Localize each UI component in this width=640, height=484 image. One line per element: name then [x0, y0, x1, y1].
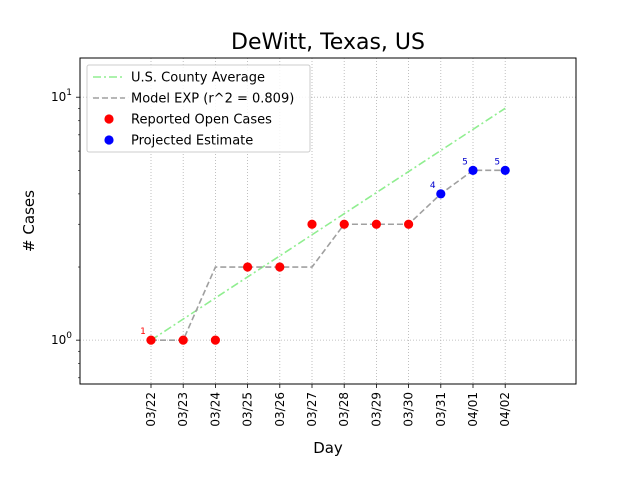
data-point	[436, 189, 446, 199]
x-tick-label: 03/29	[369, 392, 383, 427]
legend-marker	[104, 135, 114, 145]
data-point	[500, 165, 510, 175]
data-point	[178, 335, 188, 345]
data-point	[307, 219, 317, 229]
plot-frame	[79, 57, 577, 385]
x-tick-label: 03/31	[434, 392, 448, 427]
legend-label: U.S. County Average	[131, 71, 265, 86]
legend-box	[86, 64, 311, 153]
data-label: 1	[140, 327, 146, 337]
axes: 03/22 03/23 03/24 03/25 03/26 03/27 03/28 03/29…	[51, 88, 512, 426]
data-point	[210, 335, 220, 345]
x-tick-label: 03/25	[241, 392, 255, 427]
x-tick-label: 03/27	[305, 392, 319, 427]
x-axis-label: Day	[313, 439, 343, 457]
x-tick-label: 03/23	[176, 392, 190, 427]
data-point	[243, 262, 253, 272]
legend: U.S. County Average Model EXP (r^2 = 0.80…	[86, 64, 311, 153]
data-point	[468, 165, 478, 175]
x-tick-label: 03/30	[402, 392, 416, 427]
legend-label: Reported Open Cases	[131, 113, 272, 128]
data-point	[146, 335, 156, 345]
data-point	[371, 219, 381, 229]
chart-title: DeWitt, Texas, US	[231, 30, 425, 55]
legend-label: Projected Estimate	[131, 134, 253, 149]
series-layer: 1 4 5 5	[140, 107, 510, 345]
x-tick-label: 04/02	[498, 392, 512, 427]
y-axis-label: # Cases	[20, 190, 38, 252]
data-label: 5	[462, 157, 468, 167]
data-label: 5	[494, 157, 500, 167]
x-tick-label: 04/01	[466, 392, 480, 427]
x-tick-label: 03/24	[208, 392, 222, 427]
x-tick-label: 03/22	[144, 392, 158, 427]
legend-label: Model EXP (r^2 = 0.809)	[131, 92, 294, 107]
data-point	[275, 262, 285, 272]
x-tick-label: 03/28	[337, 392, 351, 427]
series-line	[150, 107, 506, 341]
legend-marker	[104, 114, 114, 124]
data-point	[404, 219, 414, 229]
data-label: 4	[430, 181, 436, 191]
series-line	[151, 169, 506, 341]
x-tick-label: 03/26	[273, 392, 287, 427]
data-point	[339, 219, 349, 229]
